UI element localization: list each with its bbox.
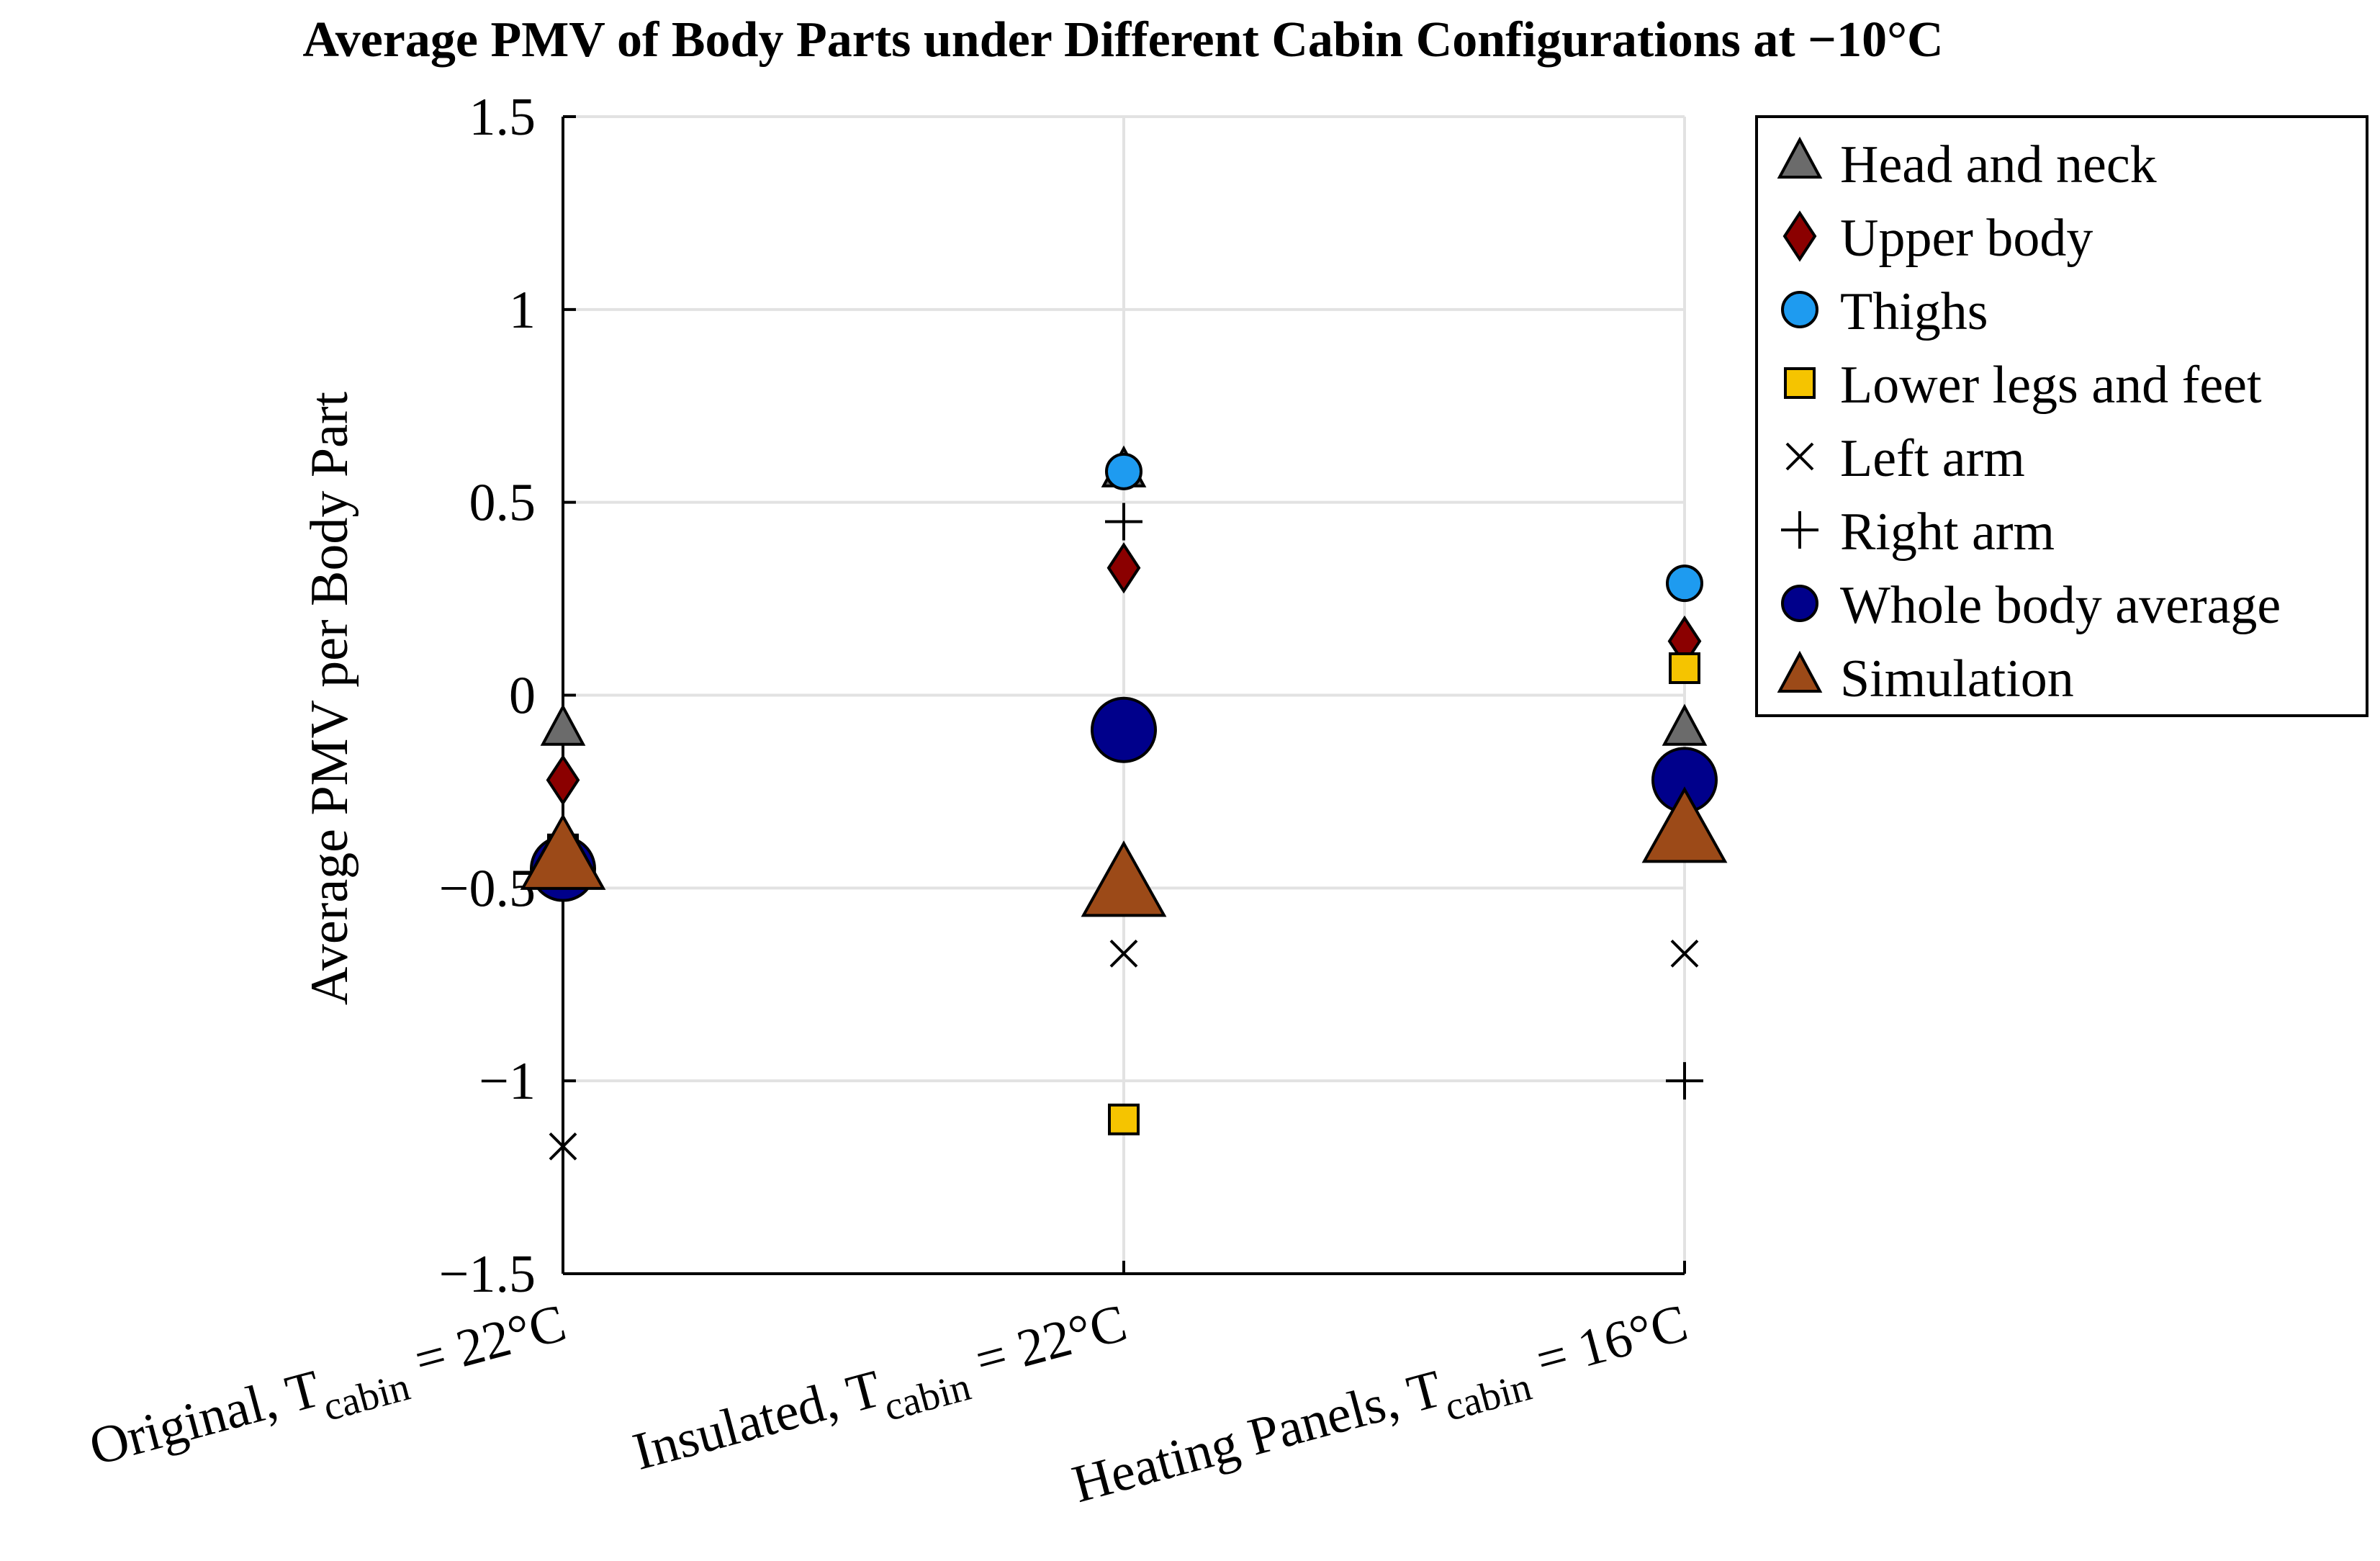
category-label-subscript: cabin xyxy=(880,1364,975,1430)
data-point-upper-body xyxy=(1106,542,1141,594)
legend-label-simulation: Simulation xyxy=(1840,649,2074,708)
data-point-right-arm xyxy=(1105,503,1142,541)
y-tick-label: 0 xyxy=(509,667,536,726)
legend: Head and neck Upper body Thighs Lower legs … xyxy=(1755,115,2368,717)
legend-marker-lower-legs-and-feet xyxy=(1784,367,1816,399)
y-tick-label: −0.5 xyxy=(439,859,536,918)
category-label-text: Heating Panels, T xyxy=(1066,1359,1448,1515)
legend-marker-simulation xyxy=(1777,650,1823,693)
y-tick-labels: 1.5 1 0.5 0 −0.5 −1 −1.5 xyxy=(439,88,536,1304)
category-label-subscript: cabin xyxy=(319,1364,415,1430)
data-point-left-arm xyxy=(1670,939,1699,968)
legend-box xyxy=(1755,115,2368,717)
data-point-simulation xyxy=(520,813,606,890)
legend-marker-thighs xyxy=(1781,291,1818,328)
legend-label-whole-body-average: Whole body average xyxy=(1840,576,2281,635)
data-point-left-arm xyxy=(1109,939,1138,968)
chart-title: Average PMV of Body Parts under Differen… xyxy=(302,12,1943,68)
category-label-subscript: cabin xyxy=(1441,1364,1536,1430)
category-label-value: = 22°C xyxy=(956,1293,1132,1393)
category-label-value: = 22°C xyxy=(395,1293,572,1393)
y-axis-label: Average PMV per Body Part xyxy=(300,391,359,1005)
data-point-head-and-neck xyxy=(540,703,586,746)
data-point-left-arm xyxy=(549,1132,577,1161)
legend-label-left-arm: Left arm xyxy=(1840,429,2025,488)
data-point-right-arm xyxy=(1666,1062,1703,1100)
data-point-simulation xyxy=(1081,840,1167,917)
category-label-text: Insulated, T xyxy=(627,1359,887,1482)
y-tick-label: −1 xyxy=(479,1052,536,1111)
legend-marker-left-arm xyxy=(1785,442,1814,471)
data-point-lower-legs-and-feet xyxy=(1108,1103,1140,1135)
data-point-upper-body xyxy=(546,754,580,806)
category-label-text: Original, T xyxy=(84,1359,327,1477)
data-point-whole-body-average xyxy=(1091,696,1157,763)
data-point-simulation xyxy=(1641,786,1728,863)
category-label: Insulated, Tcabin = 22°C xyxy=(627,1293,1136,1495)
legend-label-right-arm: Right arm xyxy=(1840,503,2055,562)
category-label: Original, Tcabin = 22°C xyxy=(84,1293,576,1491)
legend-marker-head-and-neck xyxy=(1777,136,1823,179)
y-tick-label: −1.5 xyxy=(439,1245,536,1304)
y-tick-label: 0.5 xyxy=(469,474,536,533)
grid-lines xyxy=(563,115,1686,1274)
legend-label-head-and-neck: Head and neck xyxy=(1840,135,2157,194)
legend-marker-right-arm xyxy=(1781,511,1818,549)
category-label-value: = 16°C xyxy=(1517,1293,1693,1393)
y-tick-label: 1 xyxy=(509,281,536,340)
y-tick-label: 1.5 xyxy=(469,88,536,147)
data-point-head-and-neck xyxy=(1662,703,1708,746)
legend-marker-upper-body xyxy=(1782,210,1817,262)
legend-label-upper-body: Upper body xyxy=(1840,209,2093,268)
data-markers xyxy=(520,445,1728,1161)
legend-marker-whole-body-average xyxy=(1781,585,1818,622)
data-point-thighs xyxy=(1105,452,1142,490)
data-point-thighs xyxy=(1666,564,1703,603)
data-point-lower-legs-and-feet xyxy=(1669,652,1700,685)
category-label: Heating Panels, Tcabin = 16°C xyxy=(1066,1293,1697,1528)
legend-label-thighs: Thighs xyxy=(1840,282,1988,341)
legend-label-lower-legs-and-feet: Lower legs and feet xyxy=(1840,356,2262,415)
